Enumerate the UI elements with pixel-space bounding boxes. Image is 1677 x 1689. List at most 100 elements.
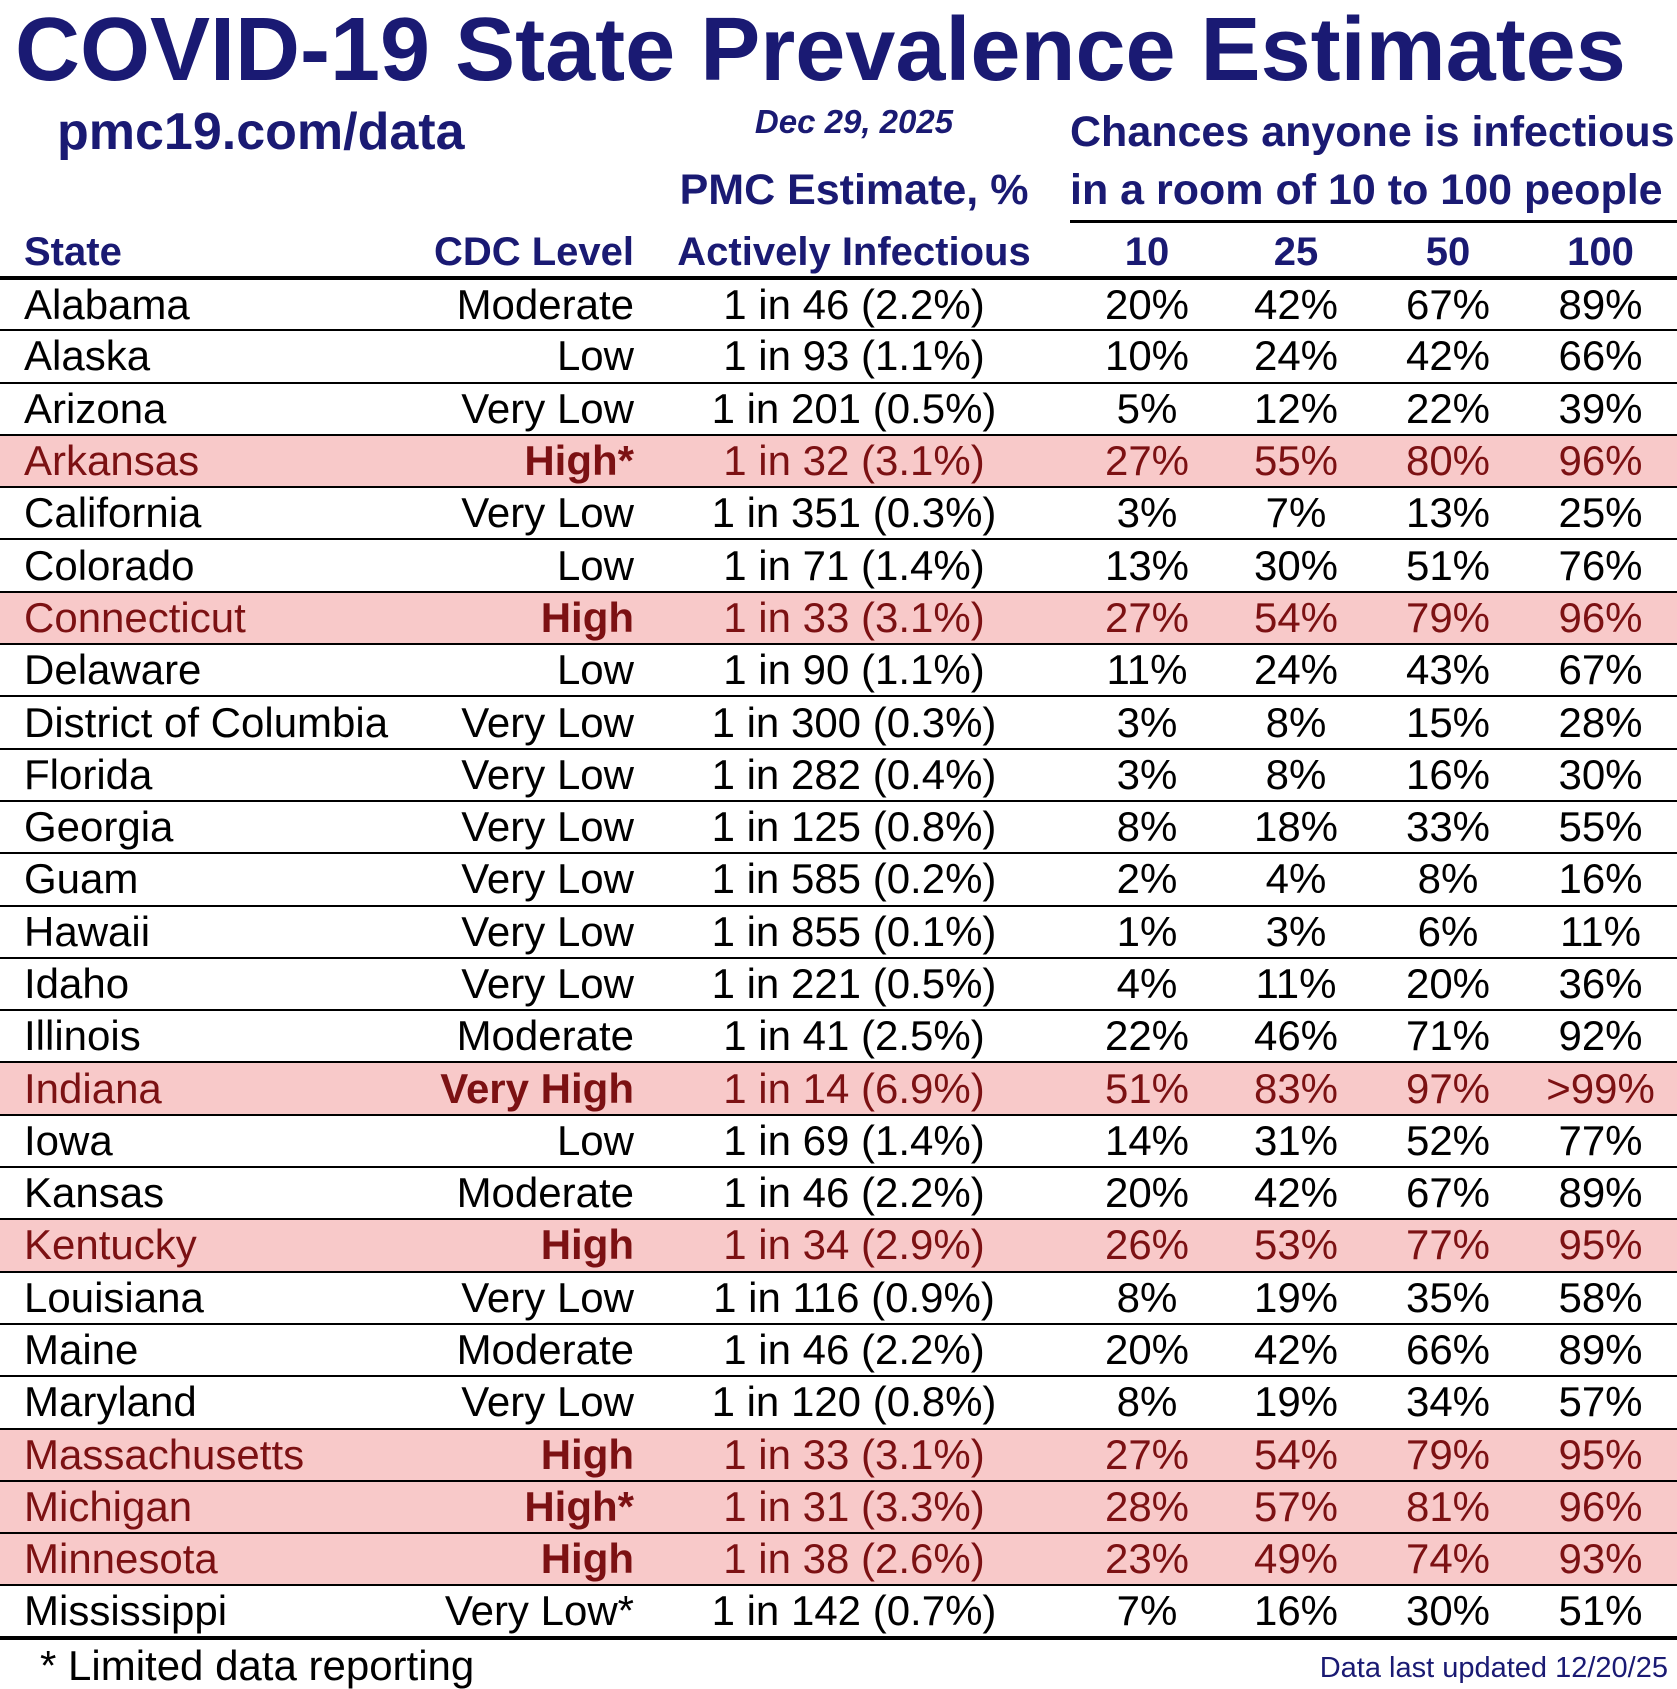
cell-state: Arkansas: [24, 437, 200, 485]
table-row: Iowa Low 1 in 69 (1.4%) 14% 31% 52% 77%: [0, 1115, 1677, 1168]
table-row: Louisiana Very Low 1 in 116 (0.9%) 8% 19% 35%…: [0, 1272, 1677, 1324]
cell-state: District of Columbia: [24, 698, 389, 746]
cell-pmc_estimate: 1 in 41 (2.5%): [723, 1012, 985, 1060]
cell-room25: 83%: [1253, 1064, 1339, 1112]
cell-pmc_estimate: 1 in 125 (0.8%): [711, 803, 997, 851]
cell-room100: 95%: [1558, 1430, 1643, 1478]
cell-state: California: [24, 489, 202, 537]
table-row: Alabama Moderate 1 in 46 (2.2%) 20% 42% 67% 89…: [0, 278, 1677, 331]
cell-room10: 5%: [1116, 384, 1178, 432]
table-row: Georgia Very Low 1 in 125 (0.8%) 8% 18% 33% 55…: [0, 801, 1677, 854]
cell-room100: 39%: [1558, 384, 1643, 432]
cell-state: Georgia: [24, 803, 174, 851]
cell-pmc_estimate: 1 in 93 (1.1%): [723, 332, 985, 380]
cell-cdc_level: High*: [524, 1482, 634, 1530]
cell-cdc_level: Very Low: [461, 907, 634, 955]
cell-room10: 23%: [1104, 1535, 1190, 1583]
cell-room100: 51%: [1558, 1587, 1643, 1635]
cell-room10: 3%: [1116, 698, 1178, 746]
cell-room50: 20%: [1405, 960, 1491, 1007]
cell-room100: >99%: [1546, 1064, 1655, 1112]
cell-room100: 55%: [1558, 803, 1643, 851]
cell-room10: 22%: [1104, 1012, 1190, 1060]
column-header-actively-infectious: Actively Infectious: [677, 230, 1031, 274]
cell-state: Idaho: [24, 960, 130, 1007]
cell-room10: 14%: [1104, 1116, 1190, 1164]
cell-room25: 18%: [1253, 803, 1339, 851]
cell-room10: 2%: [1116, 855, 1178, 903]
cell-pmc_estimate: 1 in 32 (3.1%): [723, 437, 985, 485]
limited-data-note: * Limited data reporting: [40, 1642, 475, 1689]
column-header-state: State: [24, 230, 122, 274]
cell-room50: 33%: [1405, 803, 1491, 851]
cell-state: Iowa: [24, 1116, 113, 1164]
cell-room25: 16%: [1253, 1587, 1339, 1635]
cell-state: Connecticut: [24, 593, 246, 641]
cell-room100: 67%: [1558, 646, 1643, 694]
cell-state: Delaware: [24, 646, 202, 694]
cell-room25: 8%: [1265, 698, 1327, 746]
cell-room100: 89%: [1558, 1169, 1643, 1217]
cell-state: Michigan: [24, 1482, 193, 1530]
cell-room100: 66%: [1558, 332, 1643, 380]
cell-cdc_level: Very Low: [461, 855, 634, 903]
cell-room50: 34%: [1405, 1378, 1491, 1426]
cell-state: Hawaii: [24, 907, 151, 955]
cell-state: Kansas: [24, 1169, 165, 1217]
table-row: Michigan High* 1 in 31 (3.3%) 28% 57% 81% 96%: [0, 1480, 1677, 1534]
cell-room50: 97%: [1405, 1064, 1491, 1112]
cell-pmc_estimate: 1 in 69 (1.4%): [723, 1116, 985, 1164]
cell-state: Massachusetts: [24, 1430, 305, 1478]
cell-room100: 92%: [1558, 1012, 1643, 1060]
cell-room50: 6%: [1417, 907, 1479, 955]
cell-state: Maryland: [24, 1378, 197, 1426]
prevalence-table: State CDC Level Actively Infectious 10 2…: [0, 228, 1677, 1640]
table-row: District of Columbia Very Low 1 in 300 (0.…: [0, 696, 1677, 749]
cell-state: Mississippi: [24, 1587, 228, 1635]
table-row: Arkansas High* 1 in 32 (3.1%) 27% 55% 80% 96%: [0, 434, 1677, 488]
cell-room100: 30%: [1558, 750, 1643, 798]
cell-pmc_estimate: 1 in 585 (0.2%): [711, 855, 997, 903]
cell-cdc_level: Moderate: [456, 280, 634, 328]
cell-pmc_estimate: 1 in 14 (6.9%): [723, 1064, 985, 1112]
cell-room25: 55%: [1253, 437, 1339, 485]
cell-room100: 96%: [1558, 593, 1643, 641]
cell-pmc_estimate: 1 in 221 (0.5%): [711, 960, 997, 1007]
cell-cdc_level: Very Low: [461, 750, 634, 798]
cell-cdc_level: Very Low*: [444, 1587, 634, 1635]
report-date: Dec 29, 2025: [754, 103, 954, 140]
cell-room10: 10%: [1104, 332, 1190, 380]
cell-room25: 24%: [1253, 332, 1339, 380]
cell-pmc_estimate: 1 in 31 (3.3%): [723, 1482, 985, 1530]
table-row: Kansas Moderate 1 in 46 (2.2%) 20% 42% 67% 89%: [0, 1167, 1677, 1220]
cell-cdc_level: High: [540, 1535, 634, 1583]
cell-room25: 24%: [1253, 646, 1339, 694]
table-row: Delaware Low 1 in 90 (1.1%) 11% 24% 43% 67%: [0, 644, 1677, 697]
cell-cdc_level: Moderate: [456, 1326, 634, 1374]
cell-room25: 31%: [1253, 1116, 1339, 1164]
cell-room50: 51%: [1405, 541, 1491, 589]
cell-cdc_level: Low: [556, 646, 634, 694]
table-row: Idaho Very Low 1 in 221 (0.5%) 4% 11% 20% 36%: [0, 958, 1677, 1011]
cell-room10: 1%: [1116, 907, 1178, 955]
cell-pmc_estimate: 1 in 33 (3.1%): [723, 593, 985, 641]
cell-pmc_estimate: 1 in 90 (1.1%): [723, 646, 985, 694]
cell-room10: 8%: [1116, 1273, 1178, 1321]
cell-pmc_estimate: 1 in 142 (0.7%): [711, 1587, 997, 1635]
cell-state: Guam: [24, 855, 139, 903]
cell-room10: 20%: [1104, 1169, 1190, 1217]
column-header-room-25: 25: [1273, 230, 1319, 274]
cell-room10: 3%: [1116, 489, 1178, 537]
chances-heading-line1: Chances anyone is infectious: [1070, 108, 1675, 156]
cell-room50: 67%: [1405, 280, 1491, 328]
cell-room10: 11%: [1106, 646, 1188, 694]
cell-cdc_level: High: [540, 593, 634, 641]
cell-room25: 57%: [1253, 1482, 1339, 1530]
cell-pmc_estimate: 1 in 120 (0.8%): [711, 1378, 997, 1426]
table-row: Massachusetts High 1 in 33 (3.1%) 27% 54% 79%…: [0, 1428, 1677, 1481]
cell-cdc_level: High: [540, 1430, 634, 1478]
table-row: Minnesota High 1 in 38 (2.6%) 23% 49% 74% 93%: [0, 1533, 1677, 1586]
cell-room100: 57%: [1558, 1378, 1643, 1426]
cell-room50: 81%: [1405, 1482, 1491, 1530]
cell-room25: 54%: [1253, 593, 1339, 641]
